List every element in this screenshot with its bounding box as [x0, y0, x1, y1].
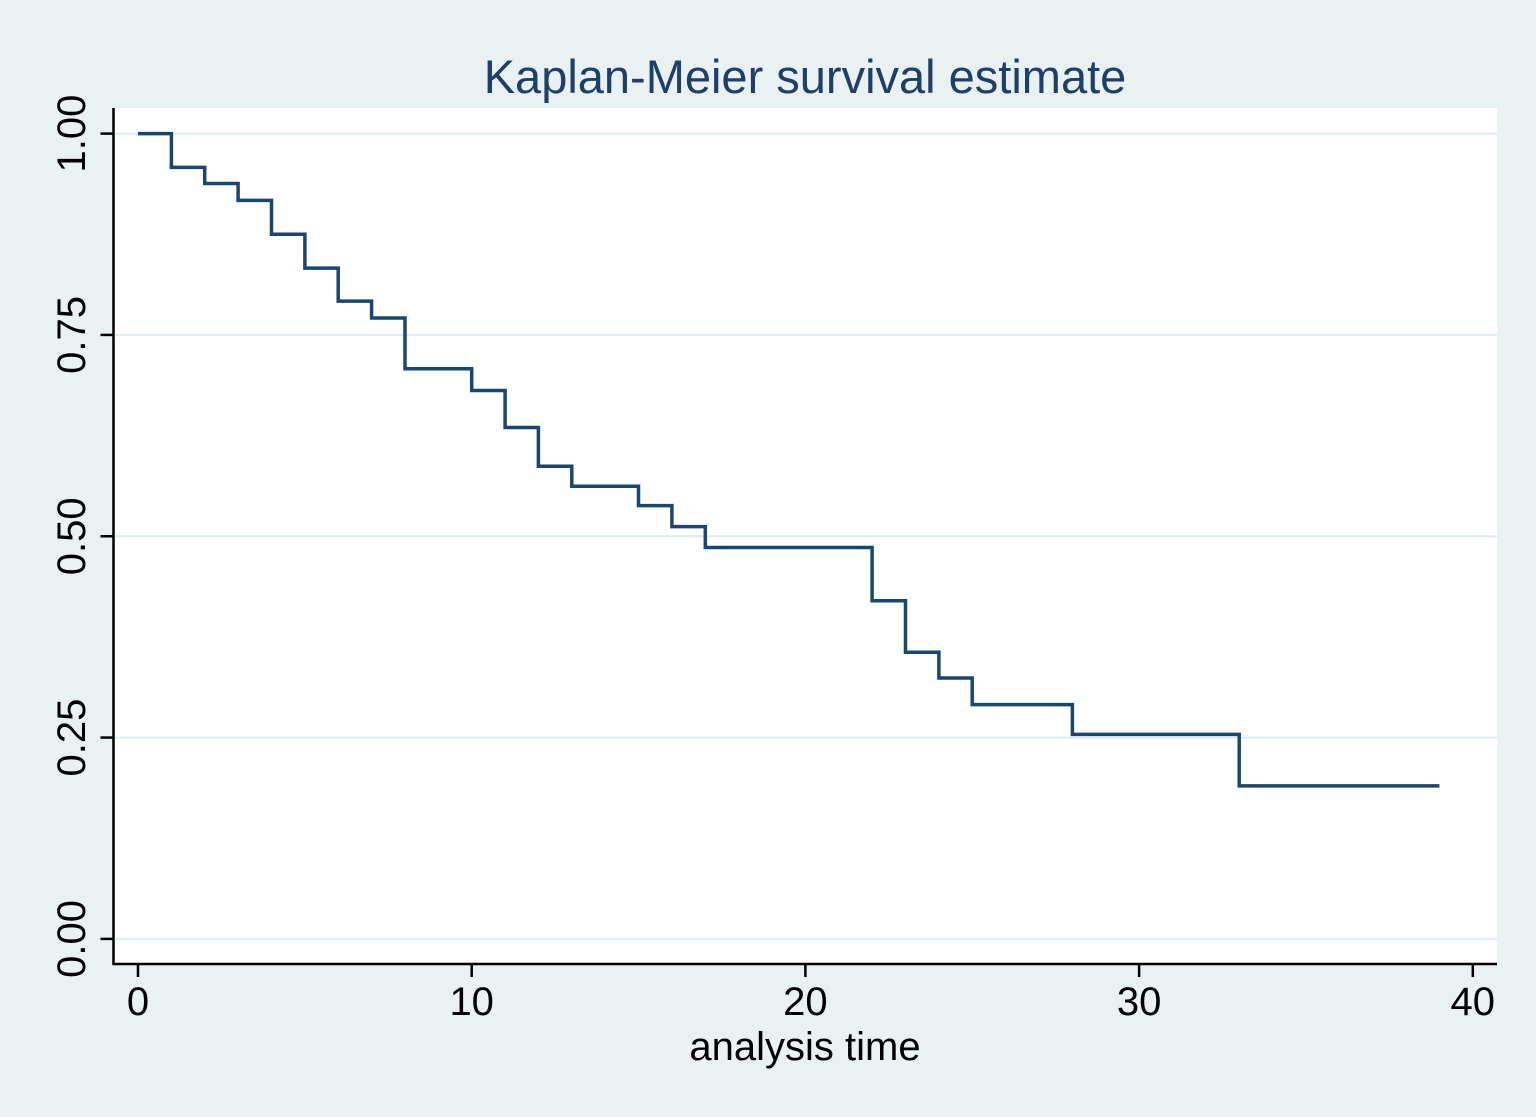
chart-title: Kaplan-Meier survival estimate	[484, 50, 1127, 103]
survival-curve	[138, 131, 1440, 788]
y-tick-label: 0.00	[50, 900, 94, 978]
x-tick-label: 30	[1117, 980, 1162, 1024]
y-axis-ticks: 0.00 0.25 0.50 0.75 1.00	[50, 95, 114, 978]
y-tick-label: 0.50	[50, 497, 94, 575]
x-tick-label: 0	[127, 980, 149, 1024]
x-axis-ticks: 0 10 20 30 40	[127, 964, 1495, 1024]
gridlines	[113, 132, 1497, 940]
x-tick-label: 20	[783, 980, 828, 1024]
y-tick-label: 0.25	[50, 699, 94, 777]
x-axis-label: analysis time	[689, 1025, 920, 1069]
y-tick-label: 1.00	[50, 95, 94, 173]
x-tick-label: 10	[449, 980, 494, 1024]
y-tick-label: 0.75	[50, 296, 94, 374]
x-tick-label: 40	[1451, 980, 1496, 1024]
